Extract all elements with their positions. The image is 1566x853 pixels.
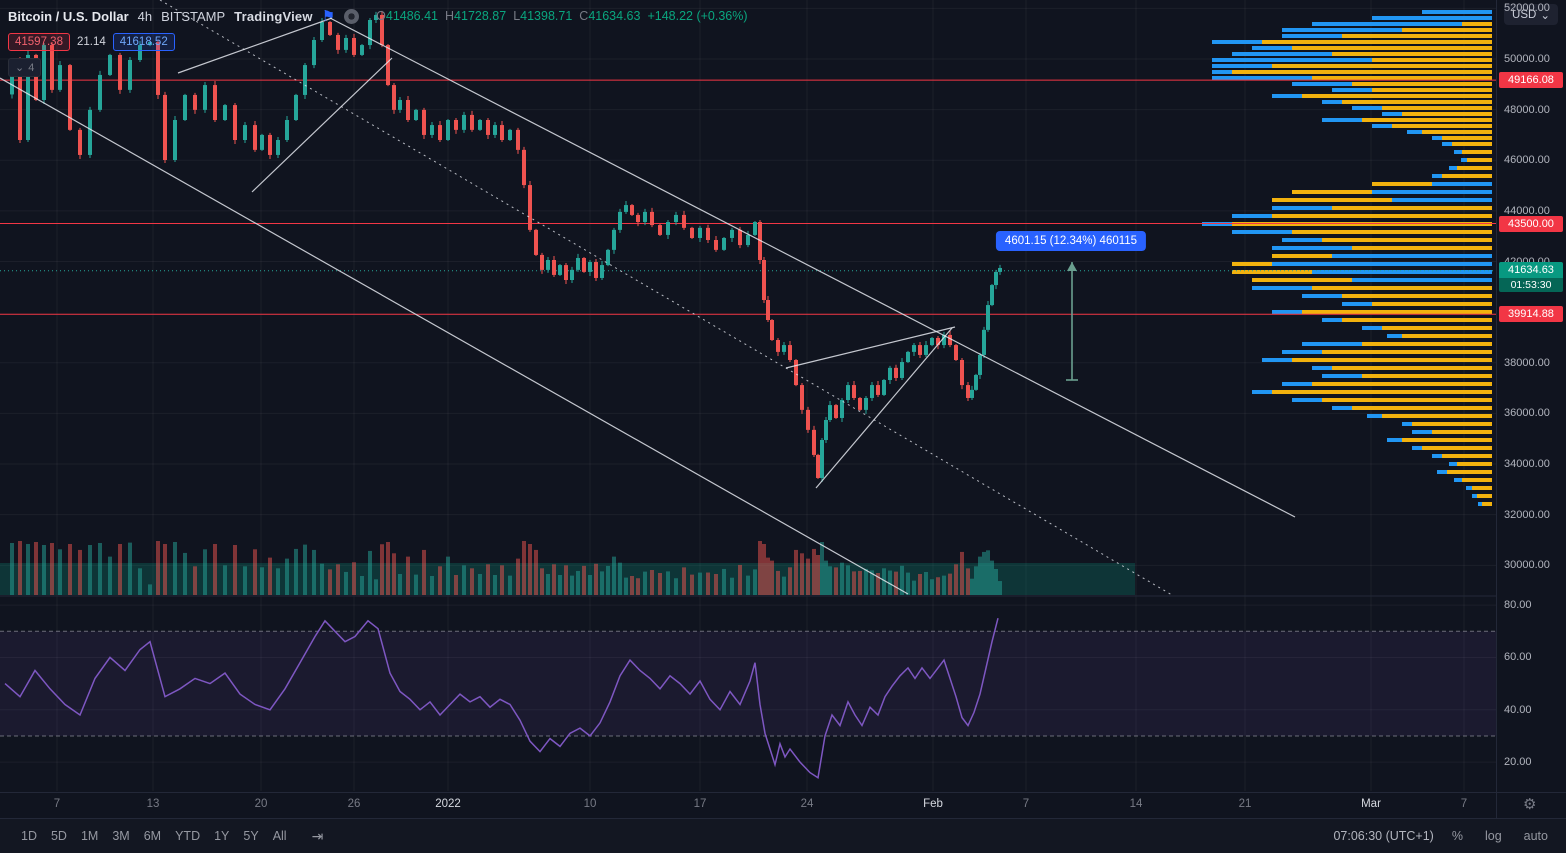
time-axis-label: 7	[1460, 798, 1468, 810]
ohlc-low-label: L	[513, 9, 521, 23]
log-scale-button[interactable]: log	[1481, 827, 1506, 845]
ohlc-low-value: 41398.71	[520, 9, 573, 23]
price-tick-label: 36000.00	[1504, 407, 1550, 420]
legend-collapse-button[interactable]: ⌄ 4	[8, 58, 42, 77]
chevron-down-icon: ⌄	[1540, 9, 1550, 22]
range-button-5d[interactable]: 5D	[44, 826, 74, 846]
settings-gear-icon[interactable]: ⚙	[1523, 796, 1537, 813]
volume-bars	[10, 541, 1002, 595]
exchange-label[interactable]: BITSTAMP	[161, 8, 226, 24]
measure-tooltip[interactable]: 4601.15 (12.34%) 460115	[995, 231, 1147, 251]
indicator-value-blue[interactable]: 41618.52	[112, 33, 175, 51]
rsi-band	[0, 630, 1496, 737]
range-button-1y[interactable]: 1Y	[207, 826, 236, 846]
gridlines	[0, 0, 1496, 791]
currency-button[interactable]: USD ⌄	[1504, 4, 1558, 25]
range-selector: 1D 5D 1M 3M 6M YTD 1Y 5Y All ⇥	[14, 826, 323, 846]
price-tick-label: 30000.00	[1504, 559, 1550, 572]
rsi-tick-label: 60.00	[1504, 651, 1532, 664]
auto-scale-button[interactable]: auto	[1520, 827, 1552, 845]
time-axis-label: 21	[1238, 798, 1252, 810]
time-axis-label: 26	[347, 798, 361, 810]
toolbar-right-group: 07:06:30 (UTC+1) % log auto	[1333, 827, 1552, 845]
range-button-3m[interactable]: 3M	[105, 826, 136, 846]
interval-label[interactable]: 4h	[137, 8, 153, 24]
price-tick-label: 52000.00	[1504, 2, 1550, 15]
range-button-6m[interactable]: 6M	[137, 826, 168, 846]
last-price-badge[interactable]: 41634.63 01:53:30	[1499, 261, 1563, 292]
level-price-badge[interactable]: 43500.00	[1499, 215, 1563, 232]
time-axis-label: 20	[254, 798, 268, 810]
time-axis-label: 24	[800, 798, 814, 810]
time-axis-label: 10	[583, 798, 597, 810]
indicator-values-row: 41597.38 21.14 41618.52	[8, 33, 748, 51]
range-button-5y[interactable]: 5Y	[236, 826, 265, 846]
time-axis-label: Mar	[1361, 798, 1381, 810]
ohlc-readout: O41486.41 H41728.87 L41398.71 C41634.63 …	[376, 9, 747, 23]
chart-legend: Bitcoin / U.S. Dollar 4h BITSTAMP Tradin…	[8, 6, 748, 77]
volume-profile	[1202, 10, 1492, 506]
countdown-timer: 01:53:30	[1499, 277, 1563, 292]
eye-icon[interactable]	[344, 8, 360, 24]
clock-label[interactable]: 07:06:30 (UTC+1)	[1333, 829, 1434, 843]
range-button-all[interactable]: All	[266, 826, 294, 846]
price-tick-label: 50000.00	[1504, 52, 1550, 65]
ohlc-open-value: 41486.41	[385, 9, 439, 23]
tradingview-logo: TradingView	[234, 8, 313, 24]
indicator-value-red[interactable]: 41597.38	[8, 33, 70, 51]
range-button-ytd[interactable]: YTD	[168, 826, 207, 846]
time-axis-label: Feb	[923, 798, 943, 810]
trendlines	[0, 0, 1296, 596]
ohlc-open-label: O	[376, 9, 386, 23]
rsi-plot	[4, 618, 999, 780]
time-axis-label: 13	[146, 798, 160, 810]
rsi-tick-label: 80.00	[1504, 599, 1532, 612]
legend-collapse-count: 4	[28, 61, 35, 74]
right-price-axis[interactable]: USD ⌄ 52000.00 50000.00 48000.00 46000.00 44…	[1496, 0, 1566, 818]
ohlc-change-value: +148.22 (+0.36%)	[647, 9, 748, 23]
time-axis-label: 7	[53, 798, 61, 810]
price-tick-label: 48000.00	[1504, 103, 1550, 116]
candles	[10, 10, 1002, 483]
time-axis-label: 17	[693, 798, 707, 810]
time-axis-label: 2022	[435, 798, 461, 810]
time-axis-label: 14	[1129, 798, 1143, 810]
symbol-title[interactable]: Bitcoin / U.S. Dollar	[8, 8, 129, 24]
range-button-1m[interactable]: 1M	[74, 826, 105, 846]
ohlc-high-value: 41728.87	[454, 9, 507, 23]
flag-icon[interactable]: ⚑	[321, 7, 336, 25]
price-chart[interactable]	[0, 0, 1496, 792]
ohlc-close-label: C	[579, 9, 589, 23]
level-price-badge[interactable]: 39914.88	[1499, 306, 1563, 323]
price-tick-label: 34000.00	[1504, 458, 1550, 471]
time-axis[interactable]: 7 13 20 26 2022 10 17 24 Feb 7 14 21 Mar 7	[0, 792, 1496, 818]
price-levels	[0, 79, 1496, 315]
price-tick-label: 46000.00	[1504, 154, 1550, 167]
ohlc-high-label: H	[445, 9, 455, 23]
rsi-tick-label: 20.00	[1504, 756, 1532, 769]
chart-region: Bitcoin / U.S. Dollar 4h BITSTAMP Tradin…	[0, 0, 1496, 818]
currency-label: USD	[1512, 8, 1537, 21]
time-axis-label: 7	[1022, 798, 1030, 810]
bottom-toolbar: 1D 5D 1M 3M 6M YTD 1Y 5Y All ⇥ 07:06:30 (UTC+1) …	[0, 818, 1566, 853]
go-to-date-icon[interactable]: ⇥	[311, 827, 324, 844]
axis-divider	[0, 792, 1566, 793]
last-price-value: 41634.63	[1499, 261, 1563, 278]
price-tick-label: 38000.00	[1504, 356, 1550, 369]
ohlc-close-value: 41634.63	[588, 9, 641, 23]
measure-tool	[1066, 262, 1078, 381]
price-tick-label: 44000.00	[1504, 204, 1550, 217]
indicator-value-plain: 21.14	[76, 36, 106, 48]
range-button-1d[interactable]: 1D	[14, 826, 44, 846]
legend-collapse-row: ⌄ 4	[8, 58, 748, 77]
chevron-down-icon: ⌄	[15, 62, 25, 74]
price-tick-label: 32000.00	[1504, 508, 1550, 521]
level-price-badge[interactable]: 49166.08	[1499, 72, 1563, 89]
percent-scale-button[interactable]: %	[1448, 827, 1467, 845]
rsi-tick-label: 40.00	[1504, 703, 1532, 716]
symbol-row: Bitcoin / U.S. Dollar 4h BITSTAMP Tradin…	[8, 6, 748, 26]
